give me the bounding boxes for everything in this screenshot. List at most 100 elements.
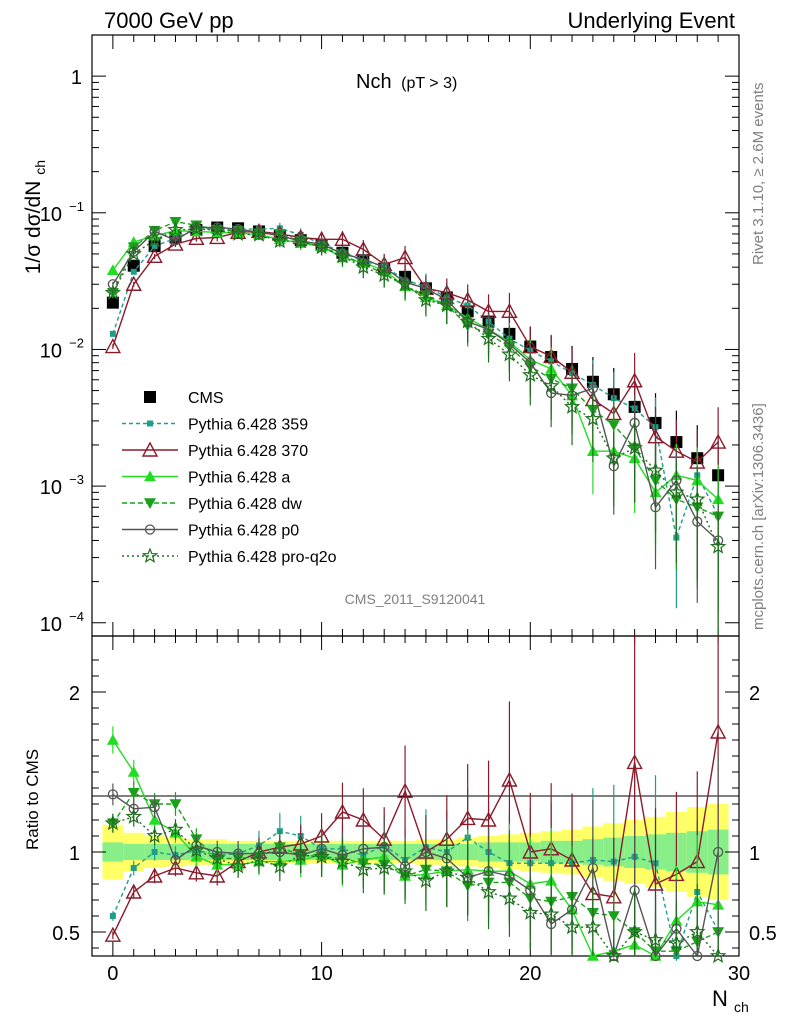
data-point [563, 918, 581, 935]
data-point [146, 231, 163, 248]
ratio-panel: 0.5 0.51 12 20 10 20 30 Ratio to CMS [23, 635, 777, 985]
data-point [563, 398, 581, 414]
legend-item: Pythia 6.428 370 [122, 441, 308, 460]
ratio-axis-ticks: 0.5 0.51 12 20 10 20 30 [52, 636, 777, 985]
data-point [109, 913, 116, 919]
ratio-xtick-label: 0 [107, 963, 118, 985]
ratio-ytick-label: 1 [69, 843, 80, 865]
ratio-ytick-label-right: 0.5 [749, 923, 777, 945]
legend-item: Pythia 6.428 dw [122, 496, 302, 513]
chart-title-sub: (pT > 3) [401, 75, 457, 92]
data-point [229, 857, 247, 874]
x-axis-label: N ch [712, 986, 749, 1015]
data-point [521, 904, 539, 920]
data-point [417, 872, 435, 888]
data-point [480, 883, 497, 900]
data-point [605, 449, 623, 466]
data-point [607, 911, 620, 922]
data-point [146, 247, 163, 264]
data-point [501, 889, 518, 906]
main-series-group [104, 216, 727, 636]
data-point [584, 410, 602, 426]
data-point [501, 345, 518, 362]
data-point [626, 439, 643, 456]
data-point [396, 862, 414, 879]
data-point [104, 926, 122, 942]
chart-title-main: Nch [356, 71, 392, 93]
data-point [169, 799, 182, 810]
legend-marker [144, 391, 156, 403]
ratio-ytick-label: 0.5 [52, 923, 80, 945]
legend-marker [141, 441, 159, 457]
main-ytick-label: 10 [40, 204, 62, 226]
data-point [151, 849, 158, 855]
side-label-bottom: mcplots.cern.ch [arXiv:1306.3436] [750, 403, 767, 630]
ratio-band-inner [123, 844, 145, 860]
legend-item: Pythia 6.428 a [122, 470, 290, 487]
series-line [112, 816, 719, 958]
data-point [250, 851, 268, 868]
ratio-ytick-label: 2 [69, 683, 80, 705]
ratio-y-axis-label: Ratio to CMS [23, 749, 42, 850]
data-point [542, 377, 560, 394]
data-point [271, 857, 289, 874]
data-point [712, 846, 724, 858]
legend-label: Pythia 6.428 a [188, 470, 290, 487]
data-point [605, 947, 623, 964]
series-line [112, 227, 719, 541]
ratio-series-group [104, 636, 727, 964]
data-point [170, 854, 181, 866]
legend-item: Pythia 6.428 pro-q2o [122, 547, 337, 566]
data-point [584, 918, 602, 935]
data-point [149, 226, 160, 237]
header-right: Underlying Event [567, 8, 735, 33]
data-point [292, 846, 310, 863]
data-point [587, 862, 599, 874]
data-point [355, 860, 372, 877]
legend-label: CMS [188, 390, 224, 407]
data-point [459, 868, 476, 885]
y-axis-label-main: 1/σ dσ/dN [22, 181, 45, 275]
legend-marker [141, 547, 159, 564]
data-point [375, 859, 393, 876]
data-point [355, 258, 372, 275]
data-point [167, 859, 184, 875]
data-point [188, 220, 205, 237]
legend-item: Pythia 6.428 p0 [122, 523, 299, 540]
data-point [106, 264, 119, 276]
main-ytick-label: 10 [40, 477, 62, 499]
series-pythia-6-428-pro-q2o [104, 806, 727, 964]
data-point [127, 788, 140, 799]
data-point [647, 931, 664, 948]
data-point [188, 841, 205, 858]
data-point [125, 883, 142, 899]
data-point [107, 279, 119, 290]
legend: CMS Pythia 6.428 359 Pythia 6.428 370 Pythi… [122, 390, 337, 566]
main-ytick-exponent: −2 [69, 335, 84, 350]
legend-marker [144, 498, 156, 509]
series-line [112, 226, 719, 542]
data-point [104, 814, 122, 831]
main-ytick-exponent: −4 [69, 609, 84, 624]
watermark: CMS_2011_S9120041 [345, 591, 486, 607]
data-point [167, 221, 184, 237]
data-point [668, 934, 685, 951]
legend-item: Pythia 6.428 359 [122, 417, 308, 434]
main-ytick-label: 10 [40, 340, 62, 362]
data-point [125, 808, 143, 824]
data-point [501, 771, 518, 787]
data-point [396, 275, 414, 292]
data-point [480, 811, 497, 827]
data-point [130, 865, 137, 871]
data-point [292, 232, 309, 249]
legend-label: Pythia 6.428 370 [188, 443, 308, 460]
data-point [334, 230, 351, 246]
data-point [125, 245, 142, 261]
data-point [149, 802, 160, 813]
legend-marker [147, 420, 153, 427]
data-point [130, 268, 137, 275]
data-point [626, 372, 643, 388]
series-line [112, 830, 719, 959]
data-point [542, 905, 560, 922]
